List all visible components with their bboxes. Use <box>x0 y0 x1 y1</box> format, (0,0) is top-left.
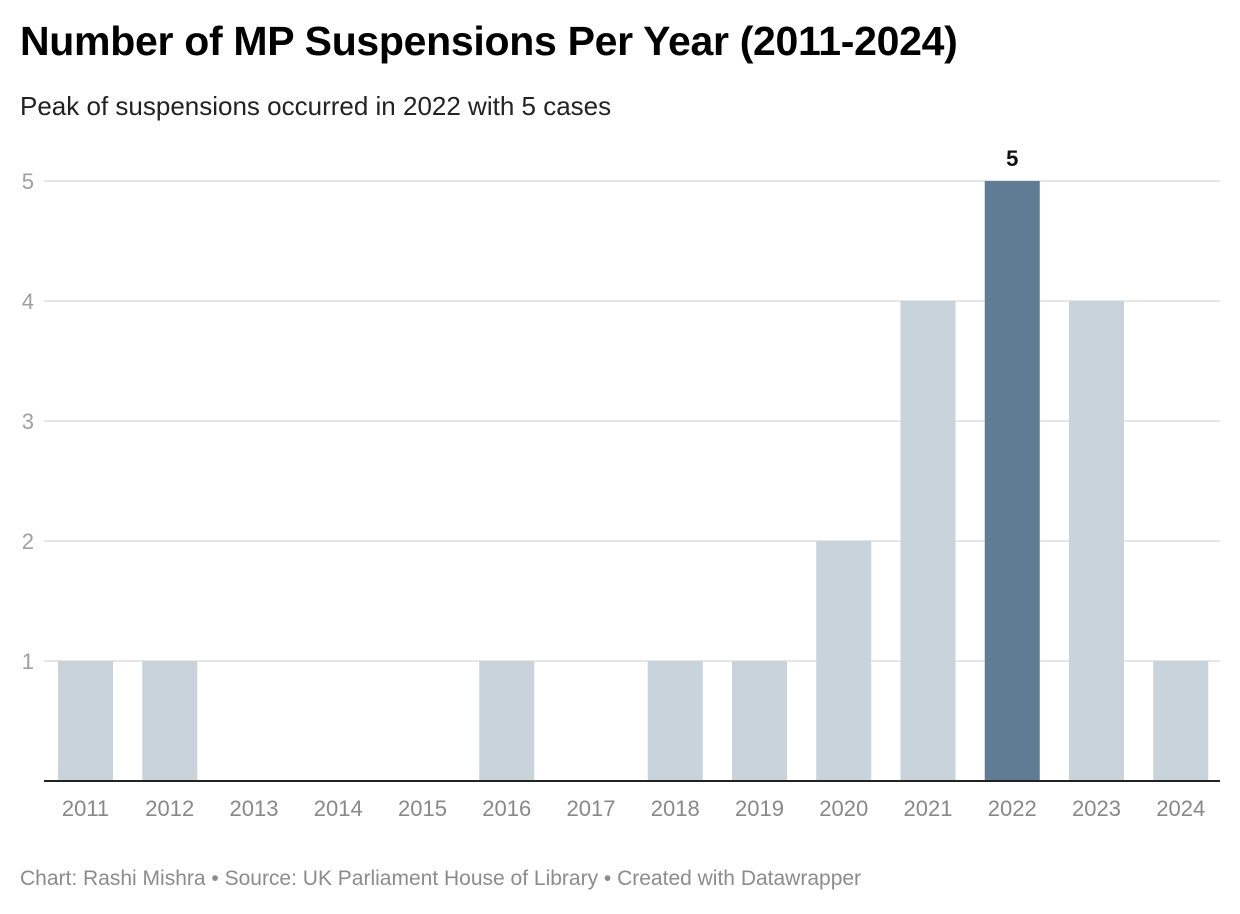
y-tick-label: 3 <box>22 409 34 434</box>
bar-2011 <box>58 661 113 781</box>
x-tick-label: 2012 <box>145 796 194 821</box>
bar-2020 <box>816 541 872 781</box>
x-tick-label: 2014 <box>314 796 363 821</box>
x-tick-label: 2017 <box>567 796 616 821</box>
chart-subtitle: Peak of suspensions occurred in 2022 wit… <box>20 91 612 121</box>
gridlines <box>44 180 1220 662</box>
x-tick-label: 2024 <box>1156 796 1205 821</box>
bar-2021 <box>900 301 956 781</box>
labels: 1 2 3 4 5 2011 2012 2013 2014 2015 2016 2017 2018 201… <box>22 146 1220 821</box>
x-tick-label: 2019 <box>735 796 784 821</box>
x-tick-label: 2022 <box>988 796 1037 821</box>
x-tick-label: 2016 <box>482 796 531 821</box>
bar-2012 <box>142 661 198 781</box>
x-tick-label: 2011 <box>62 796 109 821</box>
x-tick-label: 2023 <box>1072 796 1121 821</box>
y-tick-label: 5 <box>22 169 34 194</box>
y-tick-label: 1 <box>22 649 34 674</box>
bar-2016 <box>479 661 535 781</box>
bar-2019 <box>732 661 787 781</box>
bars <box>58 181 1209 781</box>
chart-title: Number of MP Suspensions Per Year (2011-… <box>20 18 958 64</box>
y-tick-label: 4 <box>22 289 34 314</box>
x-tick-label: 2021 <box>904 796 953 821</box>
data-label: 5 <box>1006 146 1018 171</box>
bar-2018 <box>647 661 703 781</box>
x-tick-label: 2015 <box>398 796 447 821</box>
x-tick-label: 2013 <box>230 796 279 821</box>
chart-footer: Chart: Rashi Mishra • Source: UK Parliam… <box>20 867 862 890</box>
bar-2024 <box>1153 661 1209 781</box>
x-tick-label: 2018 <box>651 796 700 821</box>
y-tick-label: 2 <box>22 529 34 554</box>
bar-2022 <box>984 181 1040 781</box>
bar-2023 <box>1069 301 1124 781</box>
x-tick-label: 2020 <box>819 796 868 821</box>
